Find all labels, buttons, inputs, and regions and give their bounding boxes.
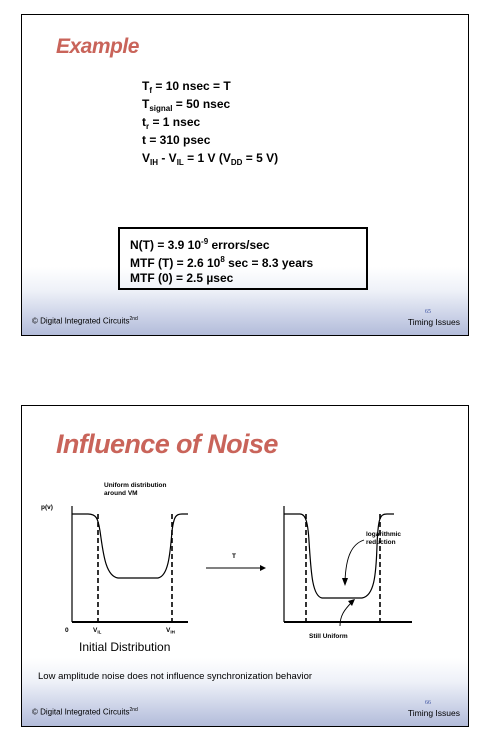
slide-title: Example [56, 35, 139, 58]
slide-caption: Low amplitude noise does not influence s… [38, 671, 313, 682]
label-vih: VIH [166, 627, 175, 635]
page-number: 66 [425, 700, 431, 706]
footer-gradient [22, 658, 468, 726]
slide-influence-of-noise: Influence of Noise Uniform distribution … [21, 405, 469, 727]
footer-copyright: © Digital Integrated Circuits2nd [32, 707, 138, 717]
label-logarithmic: logarithmic [366, 531, 401, 538]
result-mtf-0: MTF (0) = 2.5 µsec [130, 271, 234, 285]
log-reduction-arrow-head [342, 578, 348, 586]
result-mtf-t: MTF (T) = 2.6 108 sec = 8.3 years [130, 255, 314, 270]
param-tsignal: Tsignal = 50 nsec [142, 97, 231, 113]
label-pv: p(v) [41, 504, 53, 511]
footer-gradient [22, 267, 468, 335]
result-box: N(T) = 3.9 10-9 errors/sec MTF (T) = 2.6… [118, 227, 368, 290]
label-still-uniform: Still Uniform [309, 633, 348, 640]
label-reduction: reduction [366, 539, 396, 546]
still-uniform-arrow-head [348, 599, 355, 606]
slide-example: Example Tf = 10 nsec = T Tsignal = 50 ns… [21, 14, 469, 336]
label-zero: 0 [65, 627, 69, 634]
still-uniform-pointer [339, 601, 353, 627]
param-tf: Tf = 10 nsec = T [142, 79, 231, 95]
param-t: t = 310 psec [142, 133, 211, 147]
param-voltage: VIH - VIL = 1 V (VDD = 5 V) [142, 151, 279, 167]
label-vil: VIL [93, 627, 102, 635]
result-nt: N(T) = 3.9 10-9 errors/sec [130, 237, 270, 252]
footer-copyright: © Digital Integrated Circuits2nd [32, 316, 138, 326]
parameter-list: Tf = 10 nsec = T Tsignal = 50 nsec tr = … [142, 77, 278, 167]
noise-diagram: Uniform distribution around VM p(v) 0 VI… [41, 482, 412, 654]
label-t: T [232, 553, 236, 560]
time-arrow-head [260, 565, 266, 571]
slide-title: Influence of Noise [56, 429, 278, 459]
param-tr: tr = 1 nsec [142, 115, 201, 131]
page-number: 65 [425, 309, 431, 315]
footer-section: Timing Issues [407, 708, 460, 718]
label-uniform-1: Uniform distribution [104, 482, 166, 489]
label-initial-distribution: Initial Distribution [79, 640, 170, 654]
log-reduction-pointer [344, 539, 365, 582]
footer-section: Timing Issues [407, 317, 460, 327]
evolved-distribution-curve [284, 513, 394, 599]
initial-distribution-curve [72, 513, 188, 579]
label-uniform-2: around VM [104, 490, 138, 497]
